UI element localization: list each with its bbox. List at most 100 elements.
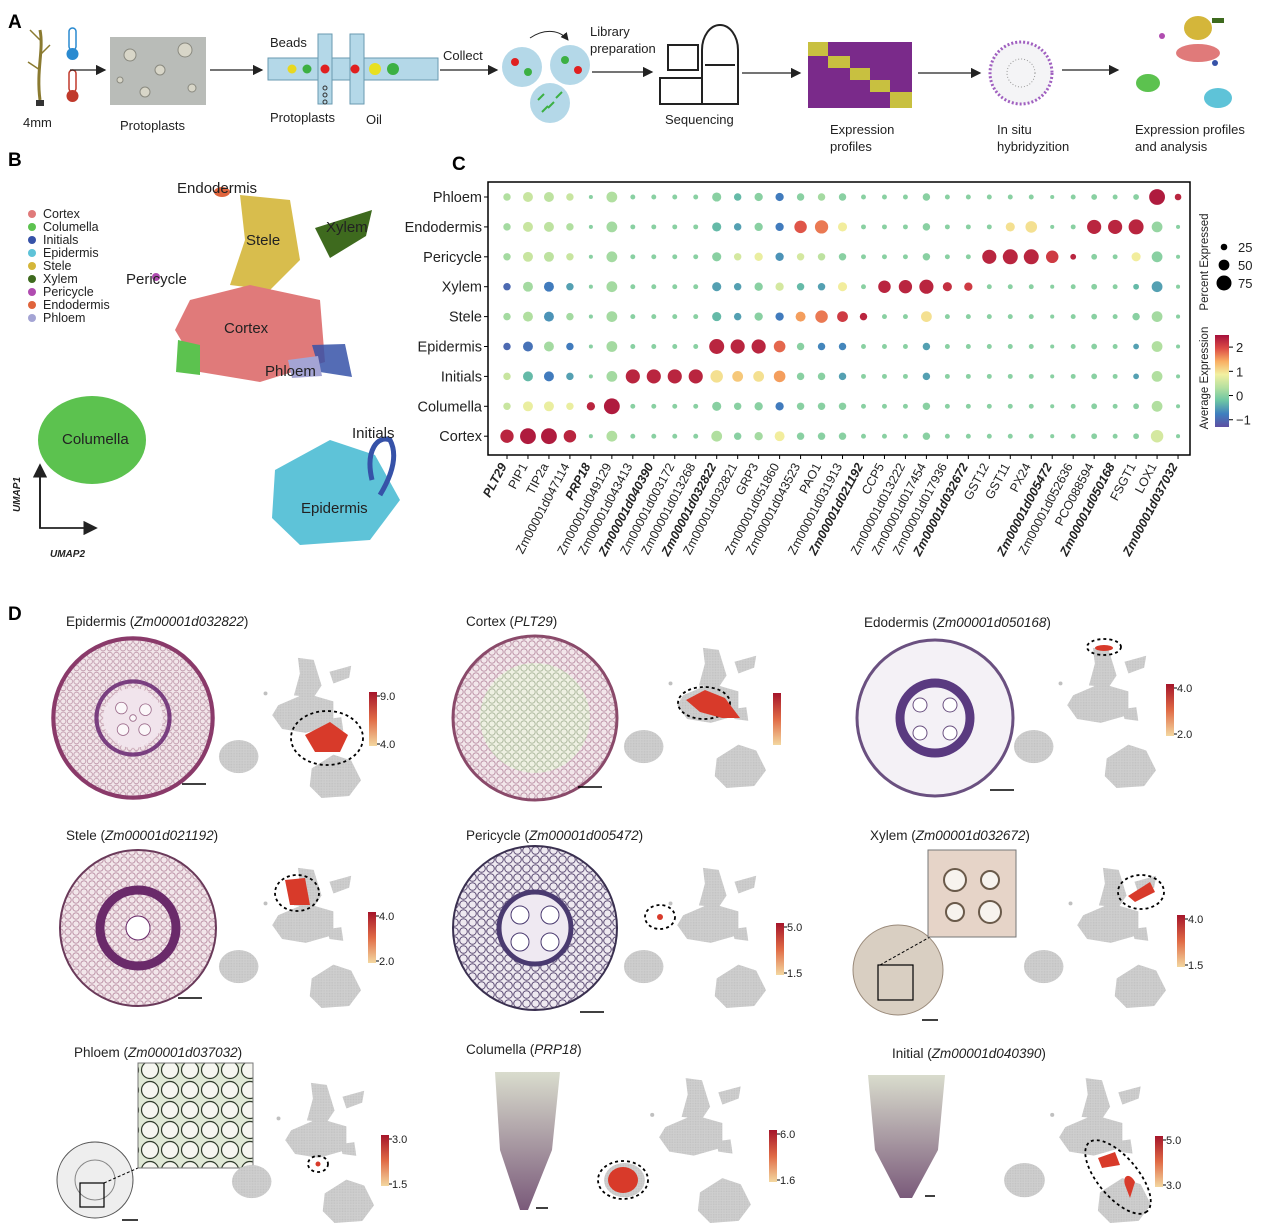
- panel-title: Cortex (PLT29): [466, 614, 557, 629]
- dot: [837, 222, 848, 232]
- root-icon: [27, 29, 51, 71]
- umap-gray: [604, 1078, 751, 1223]
- root-tip-image: [495, 1072, 560, 1210]
- title-part: Zm00001d032822: [133, 614, 244, 629]
- dot: [651, 403, 657, 409]
- dot: [503, 402, 511, 411]
- colorbar-tick-label: 9.0: [380, 691, 395, 703]
- dot: [1007, 373, 1013, 379]
- in-situ-images: [53, 634, 1167, 1224]
- dot: [1133, 433, 1139, 440]
- highlight-ring: [307, 1155, 329, 1173]
- dot: [944, 373, 950, 379]
- panel-title: Stele (Zm00001d021192): [66, 828, 218, 843]
- dot: [522, 401, 533, 412]
- dot: [882, 314, 887, 320]
- dot: [1132, 312, 1140, 321]
- dot: [588, 254, 593, 259]
- title-part: Pericycle (: [466, 828, 530, 843]
- highlight-ring: [274, 874, 320, 912]
- gene-label: PLT29: [480, 461, 510, 500]
- dot: [630, 433, 636, 439]
- dot: [919, 279, 934, 294]
- cluster: [152, 273, 160, 281]
- dot: [817, 342, 826, 351]
- dot: [1112, 284, 1118, 290]
- dot: [1025, 221, 1038, 233]
- dot: [1151, 311, 1163, 322]
- legend-swatch: [28, 314, 36, 322]
- dot: [1028, 373, 1034, 379]
- workflow-label: and analysis: [1135, 139, 1208, 154]
- legend-label: Endodermis: [43, 298, 110, 312]
- dot: [566, 223, 574, 231]
- dot: [1070, 344, 1076, 349]
- workflow-label: 4mm: [23, 115, 52, 130]
- dot: [520, 428, 536, 445]
- highlight-ring: [1084, 1139, 1152, 1215]
- dot: [861, 254, 866, 260]
- dot: [861, 403, 866, 409]
- dot: [712, 401, 722, 411]
- dot: [503, 253, 511, 261]
- dot: [693, 254, 699, 260]
- dot: [838, 342, 847, 351]
- sequencer-icon: [659, 24, 739, 105]
- title-part: Edodermis (: [864, 615, 937, 630]
- dot: [861, 344, 866, 349]
- title-part: Zm00001d037032: [127, 1045, 238, 1060]
- dot: [588, 194, 593, 200]
- dot: [500, 429, 514, 443]
- workflow-label: profiles: [830, 139, 872, 154]
- dot: [944, 344, 950, 349]
- workflow: 4mm Protoplasts Beads Protoplasts Oil Co…: [23, 16, 1245, 154]
- dot: [586, 402, 596, 411]
- title-part: PRP18: [534, 1042, 577, 1057]
- dot: [1150, 429, 1164, 443]
- dot: [1108, 219, 1123, 234]
- dot: [1112, 433, 1118, 439]
- highlight-cells: [305, 722, 348, 752]
- umap-gray: [1013, 647, 1157, 789]
- highlight-ring: [677, 686, 731, 720]
- dot: [522, 192, 533, 202]
- plot-frame: [487, 181, 1191, 456]
- dot: [522, 281, 533, 292]
- dot: [965, 224, 971, 230]
- highlight-ring: [1086, 638, 1122, 656]
- dot: [837, 311, 848, 322]
- dot: [1112, 254, 1118, 260]
- dot: [965, 344, 971, 349]
- workflow-label: Collect: [443, 48, 483, 63]
- dot: [1091, 283, 1098, 290]
- dot: [693, 314, 699, 320]
- colorbar-tick-label: 1.5: [787, 968, 802, 980]
- dot: [902, 403, 908, 409]
- thermometer-cold: [66, 27, 79, 60]
- colorbar-tick-label: 4.0: [1188, 914, 1203, 926]
- dot: [543, 192, 554, 202]
- dot: [543, 221, 554, 232]
- cluster-label: Phloem: [265, 363, 316, 380]
- dot: [944, 403, 950, 409]
- dot: [1151, 400, 1163, 412]
- dot: [733, 312, 742, 321]
- dot: [1087, 219, 1102, 234]
- dot: [882, 254, 887, 260]
- dot: [606, 191, 618, 203]
- highlight-cells: [686, 690, 740, 718]
- row-label: Phloem: [433, 190, 482, 206]
- dot: [775, 252, 784, 261]
- dot: [1050, 344, 1055, 349]
- dot: [775, 282, 784, 291]
- dot: [1007, 403, 1013, 409]
- cluster: [367, 436, 397, 497]
- dot: [922, 193, 931, 201]
- dot: [566, 312, 574, 321]
- dot: [1133, 194, 1139, 200]
- highlight-cells: [285, 878, 310, 905]
- dot: [630, 403, 636, 409]
- expression-colorbar: [776, 923, 784, 975]
- dot: [733, 432, 742, 440]
- dot: [922, 402, 931, 411]
